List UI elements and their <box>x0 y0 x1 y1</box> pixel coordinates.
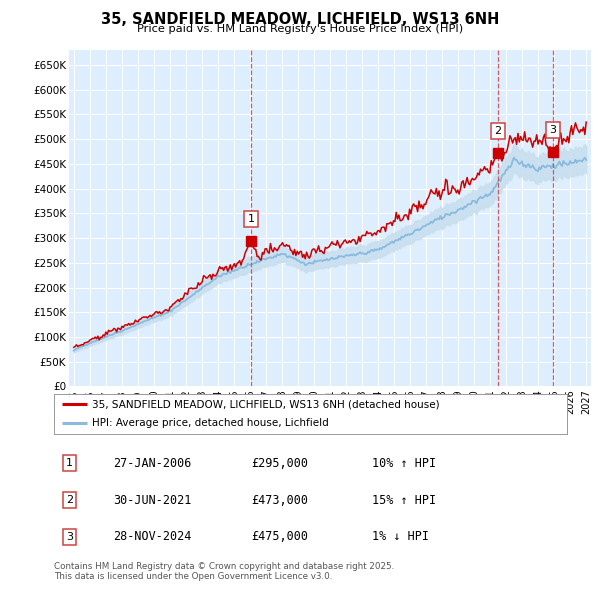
Text: 30-JUN-2021: 30-JUN-2021 <box>113 493 191 507</box>
Text: 1% ↓ HPI: 1% ↓ HPI <box>372 530 429 543</box>
Text: £473,000: £473,000 <box>251 493 308 507</box>
Text: 10% ↑ HPI: 10% ↑ HPI <box>372 457 436 470</box>
Text: 2: 2 <box>66 495 73 505</box>
Text: 27-JAN-2006: 27-JAN-2006 <box>113 457 191 470</box>
Text: 3: 3 <box>550 124 556 135</box>
Text: 28-NOV-2024: 28-NOV-2024 <box>113 530 191 543</box>
Text: 1: 1 <box>66 458 73 468</box>
Text: 35, SANDFIELD MEADOW, LICHFIELD, WS13 6NH: 35, SANDFIELD MEADOW, LICHFIELD, WS13 6N… <box>101 12 499 27</box>
Text: 1: 1 <box>248 214 254 224</box>
Text: 35, SANDFIELD MEADOW, LICHFIELD, WS13 6NH (detached house): 35, SANDFIELD MEADOW, LICHFIELD, WS13 6N… <box>92 399 440 409</box>
Text: Price paid vs. HM Land Registry's House Price Index (HPI): Price paid vs. HM Land Registry's House … <box>137 24 463 34</box>
Text: Contains HM Land Registry data © Crown copyright and database right 2025.
This d: Contains HM Land Registry data © Crown c… <box>54 562 394 581</box>
Text: 3: 3 <box>66 532 73 542</box>
Text: 15% ↑ HPI: 15% ↑ HPI <box>372 493 436 507</box>
Text: £295,000: £295,000 <box>251 457 308 470</box>
Text: £475,000: £475,000 <box>251 530 308 543</box>
Text: HPI: Average price, detached house, Lichfield: HPI: Average price, detached house, Lich… <box>92 418 329 428</box>
Text: 2: 2 <box>494 126 502 136</box>
